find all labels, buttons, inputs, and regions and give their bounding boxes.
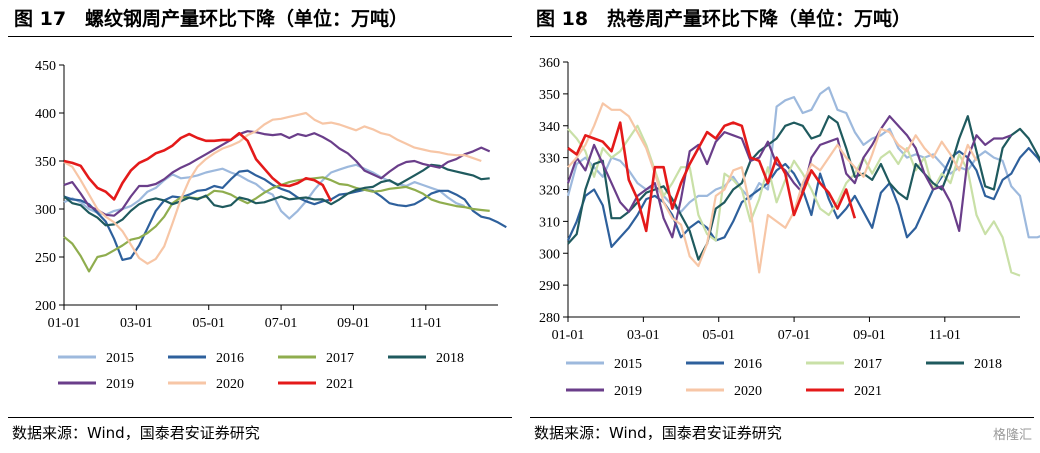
bottom-rule [530, 417, 1034, 418]
x-tick-label: 07-01 [265, 316, 298, 331]
legend-label-2017: 2017 [326, 351, 354, 366]
x-tick-label: 01-01 [48, 316, 81, 331]
top-rule [530, 36, 1034, 37]
top-rule [8, 36, 512, 37]
series-line-2019 [566, 115, 1012, 239]
series-line-2017 [63, 176, 490, 273]
series-line-2017 [567, 124, 1021, 277]
y-tick-label: 330 [539, 152, 560, 167]
series-line-2015 [566, 86, 1040, 239]
series-line-2020 [63, 111, 482, 265]
series-line-2020 [567, 102, 978, 274]
y-tick-label: 280 [539, 311, 560, 326]
x-tick-label: 07-01 [778, 328, 811, 343]
legend-label-2021: 2021 [326, 377, 354, 392]
source-note: 数据来源：Wind，国泰君安证券研究 [12, 424, 260, 442]
series-line-2018 [567, 115, 1040, 261]
bottom-rule [8, 417, 512, 418]
series-line-2021 [567, 121, 857, 233]
chart-title: 图 18 热卷周产量环比下降（单位：万吨） [536, 8, 912, 30]
series-line-2016 [63, 169, 507, 261]
legend-label-2021: 2021 [854, 384, 882, 399]
x-tick-label: 03-01 [627, 328, 660, 343]
y-tick-label: 360 [539, 56, 560, 71]
x-tick-label: 09-01 [853, 328, 886, 343]
legend-label-2020: 2020 [216, 377, 244, 392]
legend-label-2015: 2015 [106, 351, 134, 366]
legend-label-2017: 2017 [854, 357, 882, 372]
source-note: 数据来源：Wind，国泰君安证券研究 [534, 424, 782, 442]
x-tick-label: 11-01 [410, 316, 442, 331]
legend-label-2016: 2016 [734, 357, 762, 372]
legend-label-2018: 2018 [436, 351, 464, 366]
legend-label-2019: 2019 [106, 377, 134, 392]
y-tick-label: 250 [35, 251, 56, 266]
x-tick-label: 11-01 [929, 328, 961, 343]
y-tick-label: 340 [539, 120, 560, 135]
series-line-2018 [63, 163, 490, 227]
x-tick-label: 09-01 [337, 316, 370, 331]
y-tick-label: 300 [35, 203, 56, 218]
watermark-logo: 格隆汇 [992, 428, 1032, 443]
legend-label-2018: 2018 [974, 357, 1002, 372]
chart-panel-hrc: 图 18 热卷周产量环比下降（单位：万吨） 280 290 300 310 320 330… [522, 0, 1040, 453]
series-line-2019 [63, 130, 491, 217]
y-tick-label: 400 [35, 107, 56, 122]
y-tick-label: 200 [35, 299, 56, 314]
y-tick-label: 350 [35, 155, 56, 170]
y-tick-label: 450 [35, 59, 56, 74]
x-tick-label: 05-01 [702, 328, 735, 343]
legend-label-2015: 2015 [614, 357, 642, 372]
legend-label-2016: 2016 [216, 351, 244, 366]
y-tick-label: 300 [539, 247, 560, 262]
y-tick-label: 290 [539, 279, 560, 294]
chart-panel-rebar: 图 17 螺纹钢周产量环比下降（单位：万吨） 200 250 300 350 400 45… [0, 0, 518, 453]
y-tick-label: 310 [539, 215, 560, 230]
hrc-production-chart: 280 290 300 310 320 330 340 350 360 01-01 03-01 05-… [539, 56, 1040, 399]
series-line-2021 [63, 131, 333, 202]
x-tick-label: 05-01 [192, 316, 225, 331]
legend-label-2020: 2020 [734, 384, 762, 399]
rebar-production-chart: 200 250 300 350 400 450 01-01 03-01 05-01 07-01 09… [35, 59, 507, 392]
x-tick-label: 03-01 [120, 316, 153, 331]
legend-label-2019: 2019 [614, 384, 642, 399]
chart-title: 图 17 螺纹钢周产量环比下降（单位：万吨） [14, 8, 409, 30]
y-tick-label: 320 [539, 184, 560, 199]
y-tick-label: 350 [539, 88, 560, 103]
x-tick-label: 01-01 [552, 328, 585, 343]
